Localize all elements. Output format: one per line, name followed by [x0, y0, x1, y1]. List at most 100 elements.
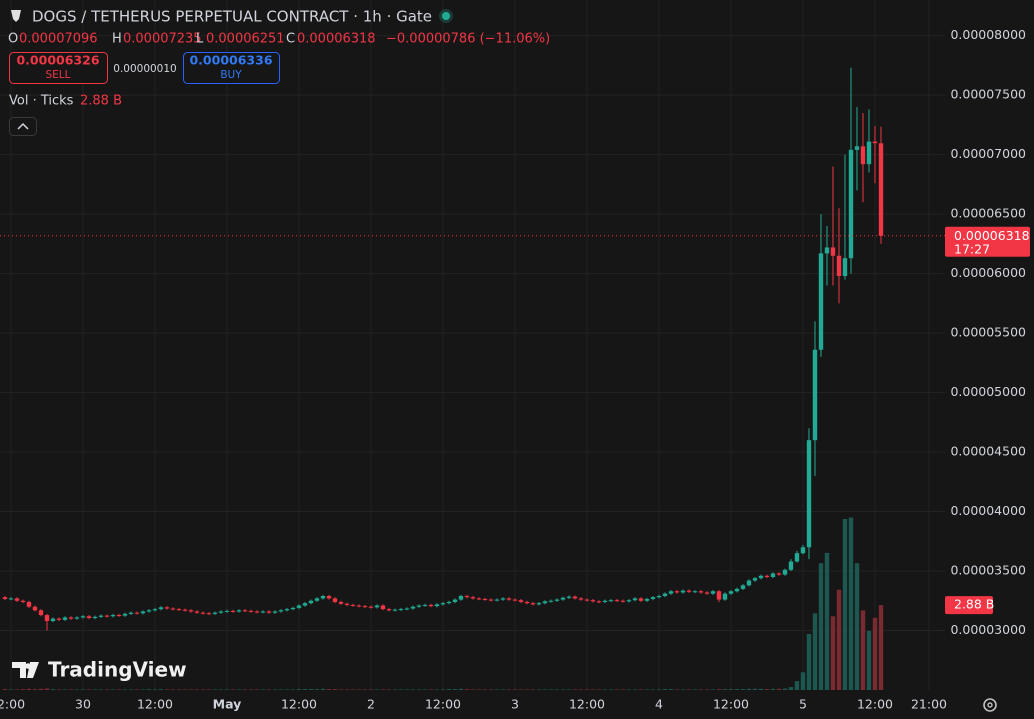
volume-bar [260, 689, 266, 691]
x-tick-label: 12:00 [281, 697, 317, 712]
candle-body [242, 610, 248, 612]
volume-bar [830, 616, 836, 690]
volume-bar [836, 589, 842, 690]
candle-body [434, 604, 440, 607]
volume-bar [470, 689, 476, 691]
sell-button[interactable] [9, 52, 108, 84]
volume-bar [458, 688, 464, 690]
candle-body [410, 606, 416, 609]
ohlc-value: 0.00007096 [19, 32, 98, 47]
candle-body [542, 601, 548, 604]
candle-body [296, 605, 302, 608]
x-tick-label: 2:00 [0, 697, 25, 712]
candle-body [332, 598, 338, 602]
volume-bar [620, 689, 626, 691]
candle-body [590, 600, 596, 602]
volume-bar [62, 689, 68, 691]
volume-bar [698, 689, 704, 691]
candle-body [518, 600, 524, 602]
candle-body [662, 593, 668, 597]
volume-bar [248, 689, 254, 691]
volume-bar [26, 688, 32, 690]
volume-value: 2.88 B [80, 94, 122, 109]
settings-button[interactable] [983, 698, 997, 712]
volume-bar [290, 689, 296, 691]
volume-bar [752, 688, 758, 690]
volume-bar [110, 689, 116, 691]
volume-bar [230, 689, 236, 691]
volume-bar [560, 689, 566, 691]
logo-text: TradingView [48, 658, 187, 682]
candle-body [620, 600, 626, 602]
last-price-time: 17:27 [954, 241, 990, 256]
volume-bar [692, 689, 698, 691]
volume-bar [98, 689, 104, 691]
volume-bar [854, 563, 860, 690]
candle-body [650, 597, 656, 599]
candle-body [488, 599, 494, 601]
volume-bar [824, 552, 830, 690]
volume-bar [482, 689, 488, 691]
volume-bar [614, 689, 620, 691]
candle-body [830, 247, 836, 256]
candle-body [26, 601, 32, 607]
volume-bar [302, 689, 308, 690]
candle-body [368, 606, 374, 608]
x-tick-label: 21:00 [911, 697, 947, 712]
volume-bar [182, 689, 188, 691]
candle-body [596, 601, 602, 603]
volume-bar [356, 689, 362, 691]
candle-body [500, 598, 506, 600]
ohlc-label: C [286, 32, 295, 47]
candle-body [728, 591, 734, 594]
candle-body [788, 561, 794, 570]
symbol-icon [11, 10, 21, 22]
volume-bar [440, 689, 446, 691]
volume-bar [284, 689, 290, 691]
candle-body [278, 610, 284, 612]
candle-body [62, 617, 68, 620]
candle-body [524, 601, 530, 604]
volume-bar [770, 688, 776, 690]
ohlc-value: 0.00006318 [297, 32, 376, 47]
candle-body [428, 604, 434, 607]
candle-body [224, 610, 230, 612]
volume-bar [128, 689, 134, 691]
volume-bar [602, 689, 608, 691]
volume-bar [314, 689, 320, 690]
candle-body [50, 618, 56, 621]
volume-bar [350, 689, 356, 691]
candle-body [578, 598, 584, 600]
volume-bar [638, 689, 644, 691]
candle-body [638, 598, 644, 601]
candle-body [386, 609, 392, 611]
volume-bar [548, 689, 554, 691]
volume-bar [32, 689, 38, 690]
volume-bar [50, 689, 56, 690]
volume-bar [20, 689, 26, 690]
volume-bar [554, 689, 560, 691]
candle-body [692, 591, 698, 593]
candle-body [314, 598, 320, 601]
volume-bar [476, 689, 482, 691]
logo-icon-dot [25, 663, 31, 669]
volume-bar [776, 688, 782, 690]
collapse-button[interactable] [9, 117, 37, 136]
candle-body [182, 609, 188, 611]
candle-body [554, 599, 560, 601]
volume-bar [134, 689, 140, 691]
candle-body [212, 612, 218, 614]
candle-body [122, 613, 128, 616]
volume-bar [524, 689, 530, 691]
volume-bar [500, 689, 506, 691]
buy-button[interactable] [183, 52, 280, 84]
volume-bar [422, 689, 428, 691]
volume-bar [626, 689, 632, 691]
x-tick-label: 30 [75, 697, 91, 712]
settings-icon [987, 702, 993, 708]
candle-body [206, 613, 212, 615]
candle-body [56, 618, 62, 620]
candle-body [86, 616, 92, 619]
